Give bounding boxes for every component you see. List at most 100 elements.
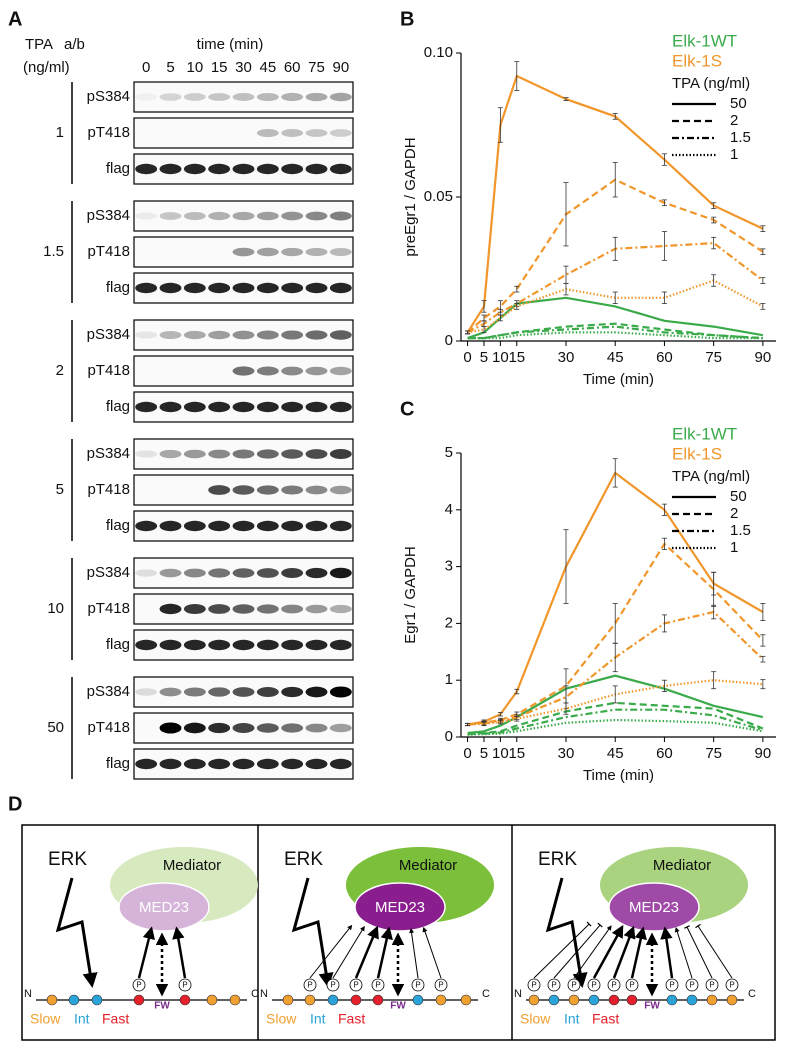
residue (46, 994, 58, 1006)
x-tick-label: 15 (508, 349, 525, 366)
band (256, 401, 279, 413)
fw-label: FW (154, 1001, 170, 1012)
band (305, 129, 328, 137)
band (305, 449, 328, 459)
error-bar (514, 303, 520, 310)
legend-dose: 1 (730, 539, 738, 556)
residue (528, 994, 540, 1006)
activation (332, 925, 365, 979)
error-bar (760, 277, 766, 284)
dose-label: 50 (47, 719, 64, 736)
phospho-site (547, 978, 561, 992)
lane-time: 15 (211, 59, 228, 76)
band (183, 520, 206, 532)
class-label: Fast (102, 1011, 129, 1027)
band (183, 603, 206, 615)
y-axis-label: preEgr1 / GAPDH (402, 137, 419, 256)
band (232, 282, 255, 294)
band (305, 330, 328, 340)
band (135, 282, 158, 294)
class-label: Fast (592, 1011, 619, 1027)
band (208, 520, 231, 532)
n-term: N (514, 988, 522, 1000)
band (208, 568, 231, 578)
band (159, 520, 182, 532)
class-label: Slow (520, 1011, 551, 1027)
y-tick-label: 3 (445, 558, 453, 575)
band (329, 723, 352, 733)
residue (68, 994, 80, 1006)
x-tick-label: 5 (480, 349, 488, 366)
activation (172, 926, 187, 979)
band (208, 722, 231, 734)
band (135, 688, 158, 696)
band (208, 758, 231, 770)
band (256, 282, 279, 294)
band (281, 129, 304, 137)
phospho-site (625, 978, 639, 992)
band (208, 401, 231, 413)
band (329, 604, 352, 614)
band (135, 93, 158, 101)
class-label: Slow (30, 1011, 61, 1027)
error-bar (563, 182, 569, 247)
lane-time: 60 (284, 59, 301, 76)
legend-entry: Elk-1S (672, 51, 722, 70)
phospho-site (178, 978, 192, 992)
band (232, 401, 255, 413)
legend-dose: 2 (730, 505, 738, 522)
band (208, 211, 231, 221)
residue (686, 994, 698, 1006)
band (183, 93, 206, 101)
legend-entry: Elk-1S (672, 444, 722, 463)
phospho-label: P (353, 981, 358, 990)
residue (412, 994, 424, 1006)
legend-dose: 1.5 (730, 522, 751, 539)
c-term: C (251, 988, 259, 1000)
activation (612, 925, 636, 979)
x-axis-label: Time (min) (583, 371, 654, 388)
series-line (467, 708, 764, 736)
row-label: flag (106, 636, 130, 653)
phospho-site (665, 978, 679, 992)
panel-letter: D (8, 793, 22, 815)
series-line (467, 322, 763, 340)
n-term: N (24, 988, 32, 1000)
x-tick-label: 60 (656, 349, 673, 366)
y-tick-label: 0 (445, 728, 453, 745)
residue (548, 994, 560, 1006)
phospho-label: P (531, 981, 536, 990)
med23-label: MED23 (139, 899, 189, 916)
phospho-label: P (307, 981, 312, 990)
band (183, 639, 206, 651)
band (232, 485, 255, 495)
lane-time: 30 (235, 59, 252, 76)
band (256, 366, 279, 376)
residue (350, 994, 362, 1006)
band (329, 639, 352, 651)
band (256, 92, 279, 102)
residue (327, 994, 339, 1006)
band (232, 211, 255, 221)
band (305, 520, 328, 532)
error-bar (612, 685, 618, 704)
activation (592, 924, 624, 979)
band (305, 639, 328, 651)
band (183, 568, 206, 578)
band (329, 448, 352, 460)
series-line (467, 718, 764, 736)
phospho-site (567, 978, 581, 992)
band (208, 282, 231, 294)
error-bar (563, 702, 569, 715)
residue (372, 994, 384, 1006)
band (256, 330, 279, 340)
error-bar (661, 679, 667, 692)
phospho-label: P (729, 981, 734, 990)
band (159, 93, 182, 101)
lane-time: 90 (332, 59, 349, 76)
error-bar (612, 458, 618, 488)
series-line (467, 331, 763, 340)
y-axis-label: Egr1 / GAPDH (402, 546, 419, 644)
error-bar (711, 236, 717, 250)
phospho-label: P (182, 981, 187, 990)
